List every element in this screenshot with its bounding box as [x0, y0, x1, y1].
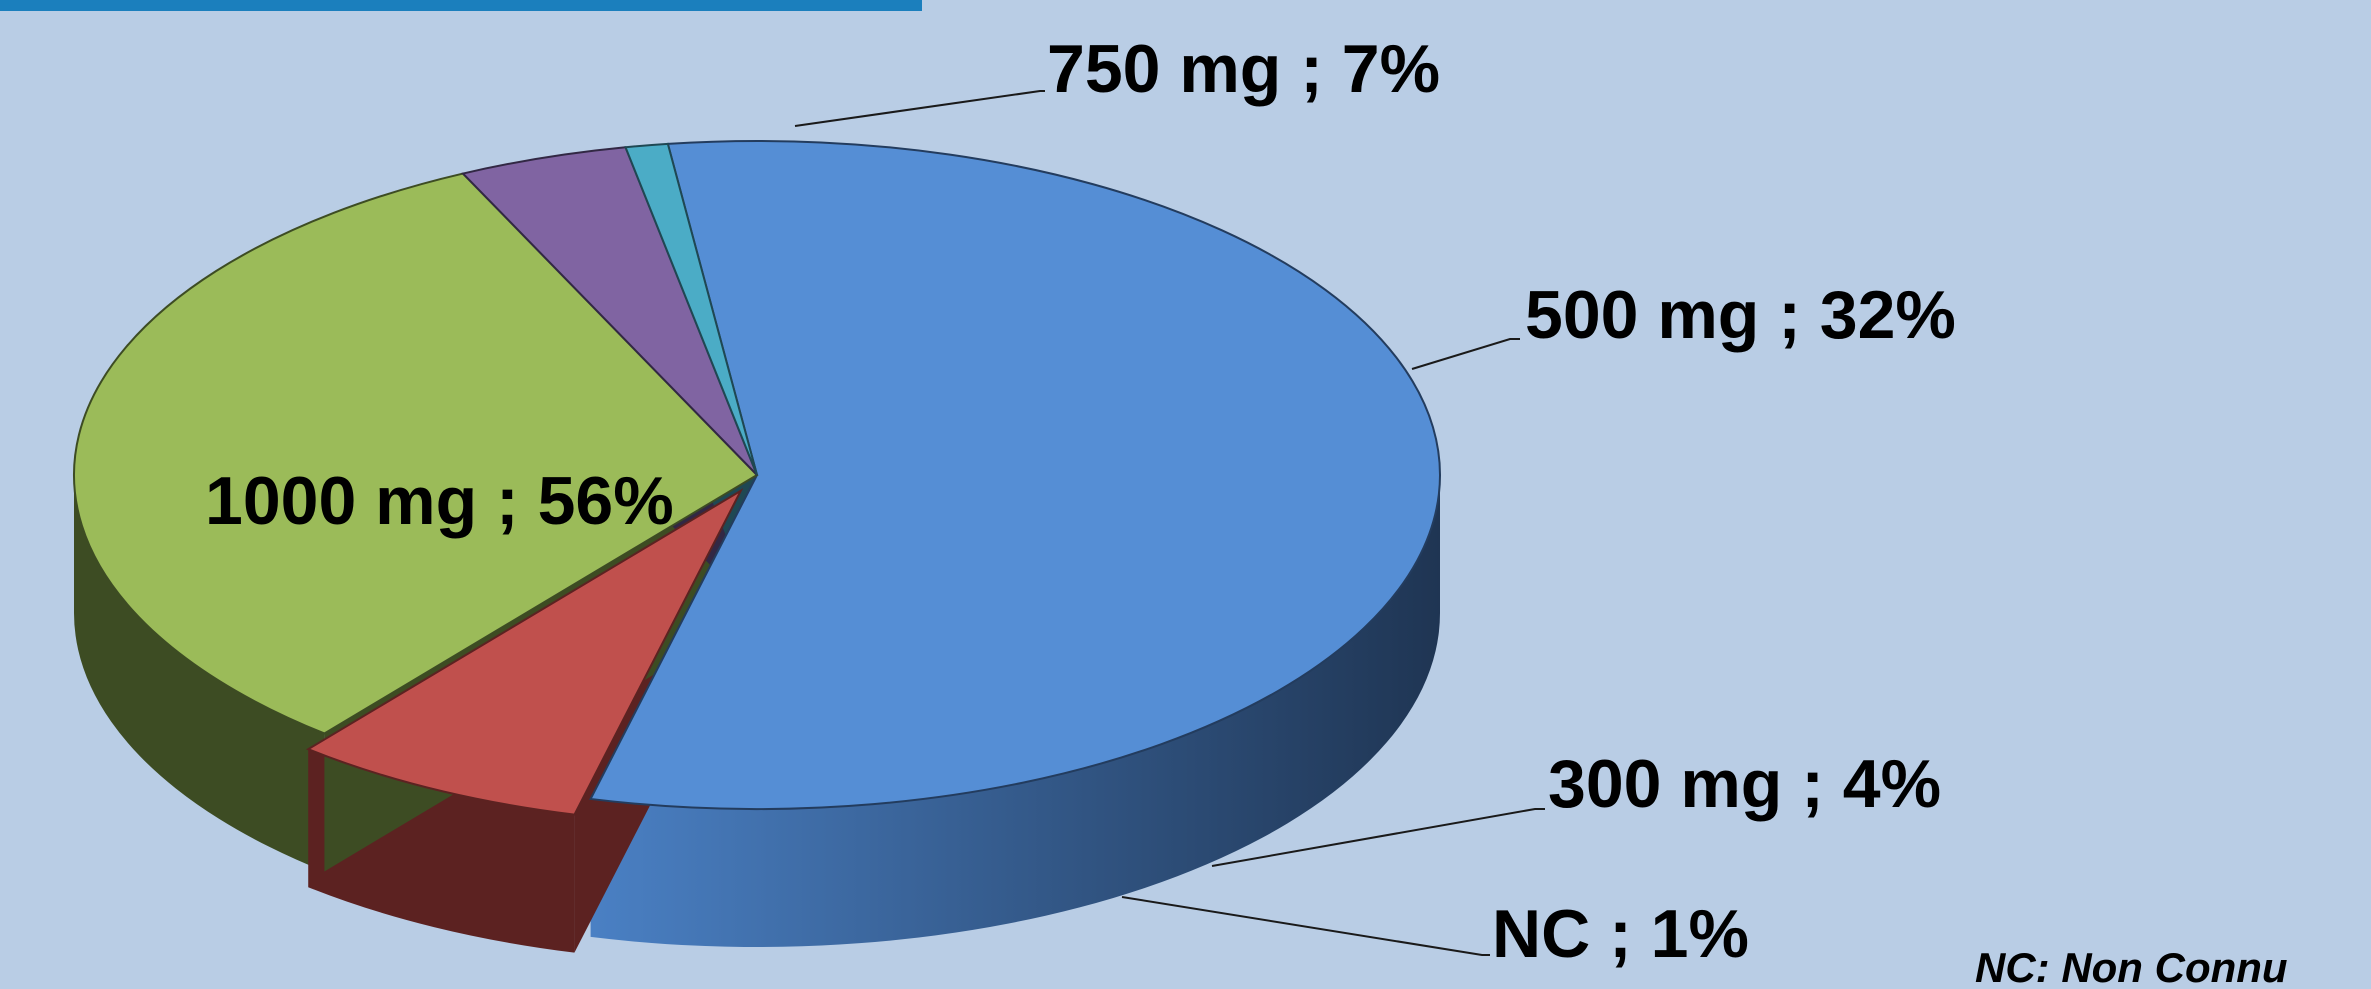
pie-slice-nc-1 — [624, 142, 758, 476]
pie-top-faces — [73, 140, 1441, 816]
slice-label-300mg: 300 mg ; 4% — [1548, 746, 1941, 822]
leader-line-500 — [1411, 338, 1520, 370]
slice-label-500mg: 500 mg ; 32% — [1525, 277, 1956, 353]
slice-label-750mg: 750 mg ; 7% — [1047, 31, 1440, 107]
leader-line-nc — [1121, 896, 1490, 956]
title-bar-accent — [0, 0, 922, 11]
slice-label-1000mg: 1000 mg ; 56% — [205, 463, 674, 539]
pie-side-500-mg-32 — [73, 475, 325, 872]
footnote: NC: Non Connu — [1975, 944, 2288, 989]
pie-slice-750-mg-7 — [305, 488, 744, 816]
leader-line-750 — [794, 90, 1045, 127]
pie-slice-1000-mg-56 — [589, 140, 1441, 810]
leader-line-300 — [1211, 808, 1545, 867]
slice-label-nc: NC ; 1% — [1492, 896, 1749, 972]
pie-side-1000-mg-56 — [590, 475, 1440, 947]
pie-slice-500-mg-32 — [73, 172, 759, 735]
